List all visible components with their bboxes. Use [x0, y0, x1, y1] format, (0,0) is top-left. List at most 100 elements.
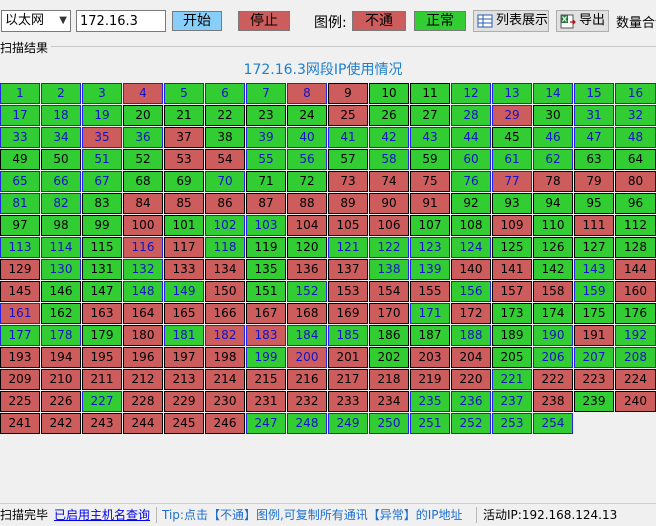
ip-cell[interactable]: 57	[328, 149, 368, 170]
ip-cell[interactable]: 50	[41, 149, 81, 170]
ip-cell[interactable]: 101	[164, 215, 204, 236]
ip-cell[interactable]: 112	[615, 215, 656, 236]
ip-cell[interactable]: 29	[492, 105, 532, 126]
ip-cell[interactable]: 210	[41, 369, 81, 390]
ip-cell[interactable]: 32	[615, 105, 656, 126]
ip-cell[interactable]: 195	[82, 347, 122, 368]
ip-cell[interactable]: 37	[164, 127, 204, 148]
ip-cell[interactable]: 125	[492, 237, 532, 258]
ip-cell[interactable]: 198	[205, 347, 245, 368]
ip-cell[interactable]: 183	[246, 325, 286, 346]
ip-cell[interactable]: 11	[410, 83, 450, 104]
ip-cell[interactable]: 58	[369, 149, 409, 170]
ip-cell[interactable]: 84	[123, 193, 163, 214]
ip-cell[interactable]: 3	[82, 83, 122, 104]
ip-cell[interactable]: 131	[82, 259, 122, 280]
ip-cell[interactable]: 219	[410, 369, 450, 390]
ip-cell[interactable]: 140	[451, 259, 491, 280]
start-button[interactable]: 开始	[172, 11, 222, 31]
ip-cell[interactable]: 99	[82, 215, 122, 236]
ip-cell[interactable]: 4	[123, 83, 163, 104]
ip-cell[interactable]: 22	[205, 105, 245, 126]
ip-cell[interactable]: 51	[82, 149, 122, 170]
ip-cell[interactable]: 55	[246, 149, 286, 170]
ip-cell[interactable]: 86	[205, 193, 245, 214]
ip-cell[interactable]: 13	[492, 83, 532, 104]
ip-cell[interactable]: 126	[533, 237, 573, 258]
ip-cell[interactable]: 102	[205, 215, 245, 236]
ip-cell[interactable]: 52	[123, 149, 163, 170]
ip-cell[interactable]: 223	[574, 369, 614, 390]
ip-cell[interactable]: 160	[615, 281, 656, 302]
ip-cell[interactable]: 97	[0, 215, 40, 236]
ip-cell[interactable]: 15	[574, 83, 614, 104]
ip-cell[interactable]: 239	[574, 391, 614, 412]
ip-cell[interactable]: 90	[369, 193, 409, 214]
ip-cell[interactable]: 154	[369, 281, 409, 302]
ip-cell[interactable]: 70	[205, 171, 245, 192]
ip-cell[interactable]: 201	[328, 347, 368, 368]
legend-ok-button[interactable]: 正常	[414, 11, 466, 31]
ip-cell[interactable]: 211	[82, 369, 122, 390]
ip-cell[interactable]: 253	[492, 413, 532, 434]
ip-cell[interactable]: 48	[615, 127, 656, 148]
ip-cell[interactable]: 135	[246, 259, 286, 280]
ip-cell[interactable]: 251	[410, 413, 450, 434]
ip-cell[interactable]: 170	[369, 303, 409, 324]
ip-cell[interactable]: 39	[246, 127, 286, 148]
ip-cell[interactable]: 19	[82, 105, 122, 126]
export-button[interactable]: 导出	[556, 10, 609, 32]
ip-cell[interactable]: 145	[0, 281, 40, 302]
ip-cell[interactable]: 76	[451, 171, 491, 192]
ip-cell[interactable]: 119	[246, 237, 286, 258]
ip-cell[interactable]: 206	[533, 347, 573, 368]
ip-cell[interactable]: 91	[410, 193, 450, 214]
ip-cell[interactable]: 82	[41, 193, 81, 214]
ip-cell[interactable]: 200	[287, 347, 327, 368]
ip-cell[interactable]: 235	[410, 391, 450, 412]
ip-cell[interactable]: 182	[205, 325, 245, 346]
ip-cell[interactable]: 28	[451, 105, 491, 126]
ip-cell[interactable]: 144	[615, 259, 656, 280]
ip-cell[interactable]: 141	[492, 259, 532, 280]
list-view-button[interactable]: 列表展示	[473, 10, 549, 32]
ip-cell[interactable]: 109	[492, 215, 532, 236]
ip-cell[interactable]: 103	[246, 215, 286, 236]
ip-cell[interactable]: 177	[0, 325, 40, 346]
ip-cell[interactable]: 234	[369, 391, 409, 412]
ip-cell[interactable]: 159	[574, 281, 614, 302]
ip-cell[interactable]: 184	[287, 325, 327, 346]
ip-cell[interactable]: 67	[82, 171, 122, 192]
ip-cell[interactable]: 27	[410, 105, 450, 126]
ip-cell[interactable]: 43	[410, 127, 450, 148]
ip-cell[interactable]: 61	[492, 149, 532, 170]
ip-cell[interactable]: 106	[369, 215, 409, 236]
ip-cell[interactable]: 244	[123, 413, 163, 434]
ip-cell[interactable]: 228	[123, 391, 163, 412]
ip-cell[interactable]: 225	[0, 391, 40, 412]
ip-cell[interactable]: 81	[0, 193, 40, 214]
ip-cell[interactable]: 243	[82, 413, 122, 434]
ip-cell[interactable]: 167	[246, 303, 286, 324]
ip-cell[interactable]: 164	[123, 303, 163, 324]
ip-cell[interactable]: 100	[123, 215, 163, 236]
ip-cell[interactable]: 8	[287, 83, 327, 104]
ip-cell[interactable]: 38	[205, 127, 245, 148]
ip-cell[interactable]: 166	[205, 303, 245, 324]
legend-fail-button[interactable]: 不通	[352, 11, 406, 31]
ip-cell[interactable]: 121	[328, 237, 368, 258]
ip-cell[interactable]: 188	[451, 325, 491, 346]
ip-cell[interactable]: 152	[287, 281, 327, 302]
ip-cell[interactable]: 46	[533, 127, 573, 148]
ip-cell[interactable]: 149	[164, 281, 204, 302]
ip-cell[interactable]: 187	[410, 325, 450, 346]
ip-cell[interactable]: 217	[328, 369, 368, 390]
ip-cell[interactable]: 229	[164, 391, 204, 412]
ip-cell[interactable]: 94	[533, 193, 573, 214]
ip-cell[interactable]: 204	[451, 347, 491, 368]
ip-cell[interactable]: 134	[205, 259, 245, 280]
ip-cell[interactable]: 87	[246, 193, 286, 214]
hostname-query-link[interactable]: 已启用主机名查询	[54, 508, 151, 522]
ip-cell[interactable]: 115	[82, 237, 122, 258]
ip-cell[interactable]: 42	[369, 127, 409, 148]
